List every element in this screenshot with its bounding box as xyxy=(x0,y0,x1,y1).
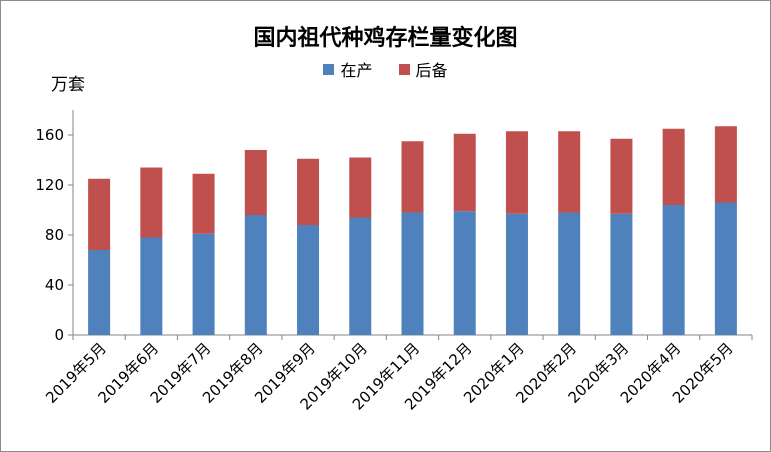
y-tick-label: 0 xyxy=(54,326,64,344)
bar-series-2 xyxy=(610,138,633,214)
legend-swatch-series-2 xyxy=(398,63,410,75)
bar-series-1 xyxy=(244,215,267,335)
bar-series-2 xyxy=(401,141,424,213)
bar-series-1 xyxy=(505,213,528,335)
bar-series-2 xyxy=(192,173,215,234)
bar-series-2 xyxy=(140,167,163,238)
bar-series-2 xyxy=(349,157,372,218)
bar-series-2 xyxy=(505,131,528,214)
bar-series-1 xyxy=(714,202,737,335)
chart-title: 国内祖代种鸡存栏量变化图 xyxy=(253,26,518,51)
y-tick-label: 40 xyxy=(45,276,64,294)
bar-series-1 xyxy=(558,212,581,335)
bar-series-2 xyxy=(714,126,737,203)
bar-series-1 xyxy=(610,213,633,335)
bar-series-2 xyxy=(662,128,685,205)
bar-series-1 xyxy=(140,237,163,335)
bar-series-2 xyxy=(88,178,111,250)
legend-item-series-1: 在产 xyxy=(323,57,373,81)
y-tick-label: 160 xyxy=(35,126,64,144)
bar-series-2 xyxy=(453,133,476,212)
y-tick-label: 120 xyxy=(35,176,64,194)
bar-series-1 xyxy=(662,205,685,335)
bar-series-2 xyxy=(297,158,320,225)
bar-series-2 xyxy=(558,131,581,213)
legend-label-series-2: 后备 xyxy=(415,61,448,80)
bar-series-2 xyxy=(244,150,267,215)
bar-series-1 xyxy=(88,250,111,335)
legend-label-series-1: 在产 xyxy=(340,61,373,80)
legend-item-series-2: 后备 xyxy=(398,57,448,81)
bar-series-1 xyxy=(453,211,476,335)
bar-series-1 xyxy=(401,212,424,335)
legend: 在产 后备 xyxy=(0,57,771,81)
y-tick-label: 80 xyxy=(45,226,64,244)
y-axis-unit-label: 万套 xyxy=(51,75,85,95)
legend-swatch-series-1 xyxy=(323,63,335,75)
bar-series-1 xyxy=(349,217,372,335)
bar-series-1 xyxy=(297,225,320,335)
bar-series-1 xyxy=(192,233,215,335)
